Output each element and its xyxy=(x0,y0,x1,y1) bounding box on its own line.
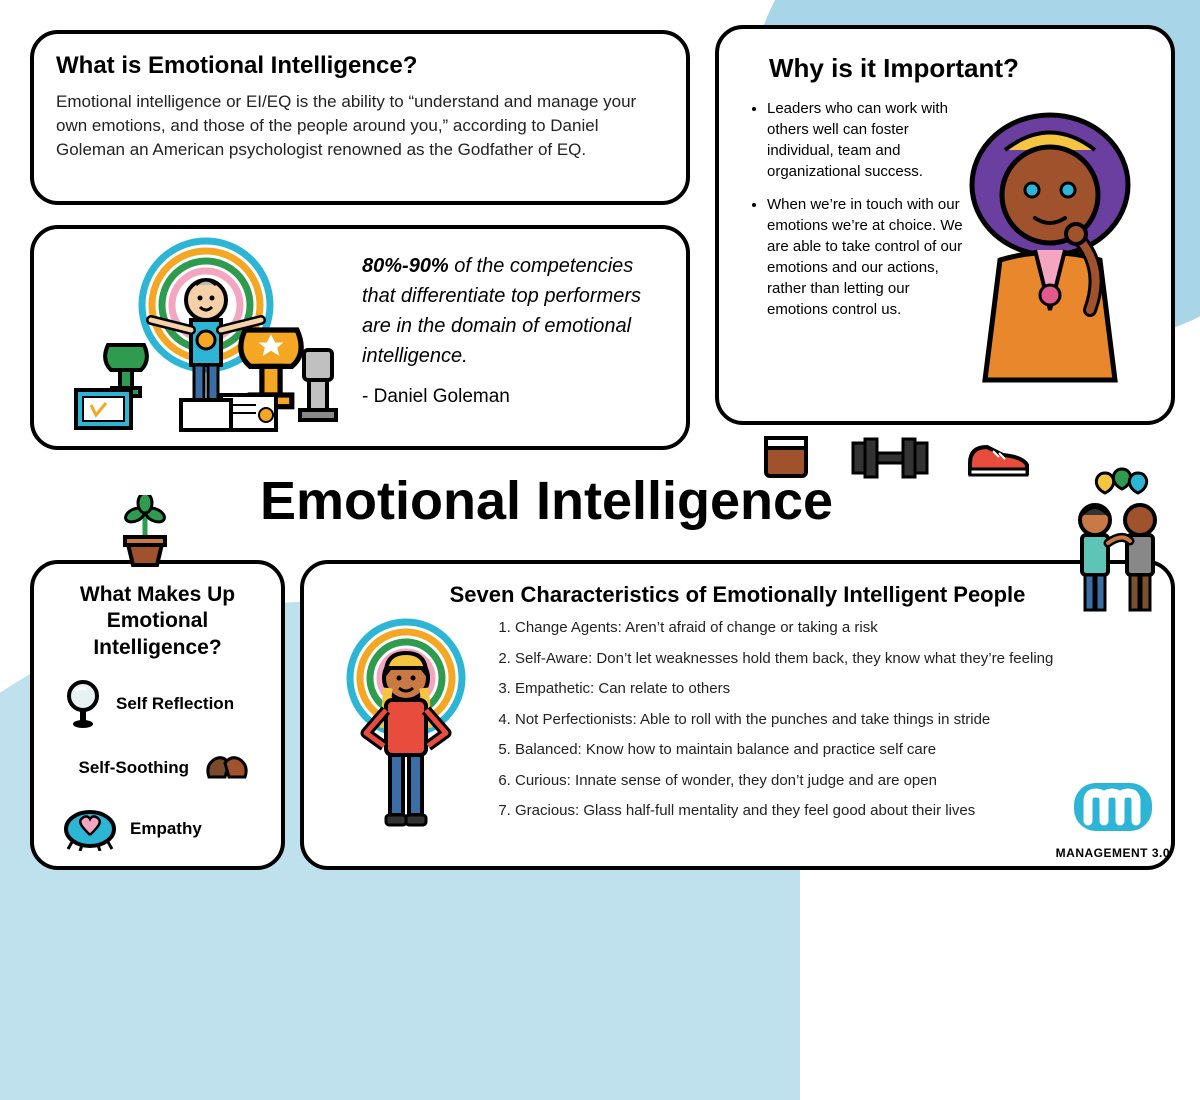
makeup-label: Self-Soothing xyxy=(79,758,189,778)
seven-item: Gracious: Glass half-full mentality and … xyxy=(515,801,1149,821)
trophy-winner-icon xyxy=(56,235,356,440)
quote-attribution: - Daniel Goleman xyxy=(362,383,664,412)
heart-brain-icon xyxy=(62,807,118,851)
seven-item: Empathetic: Can relate to others xyxy=(515,679,1149,699)
makeup-item: Self-Soothing xyxy=(62,747,253,789)
makeup-label: Self Reflection xyxy=(116,694,234,714)
book-icon xyxy=(760,432,815,482)
plant-icon xyxy=(115,495,175,575)
logo-text: MANAGEMENT 3.0 xyxy=(1056,846,1170,860)
card-seven-characteristics: Seven Characteristics of Emotionally Int… xyxy=(300,560,1175,870)
seven-title: Seven Characteristics of Emotionally Int… xyxy=(326,582,1149,608)
seven-item: Not Perfectionists: Able to roll with th… xyxy=(515,710,1149,730)
why-bullet-list: Leaders who can work with others well ca… xyxy=(741,98,971,320)
sneaker-icon xyxy=(965,435,1035,480)
hands-icon xyxy=(201,747,253,789)
why-bullet: Leaders who can work with others well ca… xyxy=(767,98,971,182)
friends-balloons-icon xyxy=(1050,455,1185,635)
what-body: Emotional intelligence or EI/EQ is the a… xyxy=(56,90,664,161)
dumbbell-icon xyxy=(845,435,935,480)
makeup-item: Self Reflection xyxy=(62,679,253,729)
mirror-icon xyxy=(62,679,104,729)
card-what-is-ei: What is Emotional Intelligence? Emotiona… xyxy=(30,30,690,205)
confident-person-icon xyxy=(326,618,491,853)
quote-text: 80%-90% of the competencies that differe… xyxy=(362,251,664,371)
woman-thinking-icon xyxy=(950,110,1160,395)
card-quote: 80%-90% of the competencies that differe… xyxy=(30,225,690,450)
why-title: Why is it Important? xyxy=(769,53,1149,84)
makeup-label: Empathy xyxy=(130,819,202,839)
seven-list: Change Agents: Aren’t afraid of change o… xyxy=(491,618,1149,853)
card-what-makes-up: What Makes Up Emotional Intelligence? Se… xyxy=(30,560,285,870)
hobby-icon-strip xyxy=(760,432,1035,482)
seven-item: Curious: Innate sense of wonder, they do… xyxy=(515,771,1149,791)
seven-item: Self-Aware: Don’t let weaknesses hold th… xyxy=(515,649,1149,669)
page-title: Emotional Intelligence xyxy=(260,470,833,532)
makeup-title: What Makes Up Emotional Intelligence? xyxy=(56,582,259,661)
makeup-item: Empathy xyxy=(62,807,253,851)
management-3-0-logo: MANAGEMENT 3.0 xyxy=(1056,777,1170,860)
what-title: What is Emotional Intelligence? xyxy=(56,52,664,80)
why-bullet: When we’re in touch with our emotions we… xyxy=(767,194,971,320)
seven-item: Balanced: Know how to maintain balance a… xyxy=(515,740,1149,760)
